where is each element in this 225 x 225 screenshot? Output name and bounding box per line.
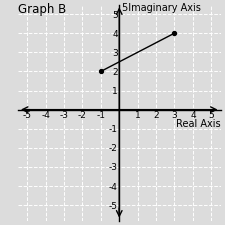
- Text: Real Axis: Real Axis: [176, 119, 220, 129]
- Text: Graph B: Graph B: [18, 3, 66, 16]
- Text: 5Imaginary Axis: 5Imaginary Axis: [122, 3, 201, 13]
